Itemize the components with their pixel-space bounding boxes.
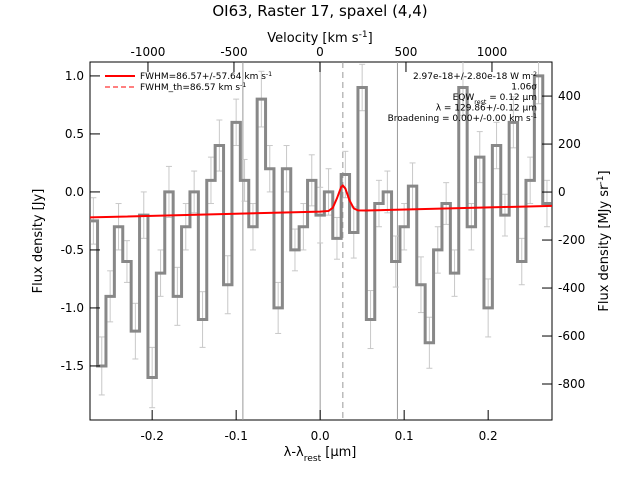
legend-text-part: FWHM=86.57+/-57.64 km s [140,72,266,82]
x2-tick-label: 500 [395,45,418,59]
x-axis-label-part: λ-λ [284,445,304,460]
x-axis-label: λ-λrest [μm] [284,445,357,464]
annotation: λ = 129.86+/-0.12 μm [436,104,537,114]
chart-title: OI63, Raster 17, spaxel (4,4) [212,2,427,20]
y-axis-label-part: Flux density [Jy] [31,189,46,294]
x-tick-label: -0.2 [140,429,163,443]
annotation-part: EQW [453,93,475,103]
annotation-part: 2.97e-18+/-2.80e-18 W m [413,72,531,82]
annotation-part: rest [474,99,487,106]
y-tick-label: -1.5 [61,359,84,373]
annotation-part: λ = 129.86+/-0.12 μm [436,104,537,114]
annotation: 1.06σ [511,83,537,93]
x-tick-label: 0.2 [479,429,498,443]
plot-area [90,62,552,420]
x2-axis-label-part: ] [368,31,373,46]
x2-tick-label: 0 [316,45,324,59]
x2-tick-label: 1000 [477,45,508,59]
y2-tick-label: -600 [558,329,585,343]
x-tick-label: -0.1 [224,429,247,443]
annotation-part: = 0.12 μm [486,93,537,103]
y2-axis-label: Flux density [MJy sr-1] [596,170,612,311]
x2-axis-label: Velocity [km s-1] [267,30,372,46]
plot-frame [89,61,553,421]
y-tick-label: 0.0 [65,185,84,199]
annotation-part: -2 [531,71,537,78]
annotation: Broadening = 0.00+/-0.00 km s-1 [388,113,537,125]
y-tick-label: 1.0 [65,69,84,83]
x2-tick-label: -1000 [131,45,166,59]
annotation: EQWrest = 0.12 μm [453,93,537,106]
y2-tick-label: 0 [558,185,566,199]
x-tick-label: 0.0 [311,429,330,443]
x-axis-label-part: rest [304,454,322,464]
annotation: 2.97e-18+/-2.80e-18 W m-2 [413,71,537,83]
y2-tick-label: -400 [558,281,585,295]
x2-tick-label: -500 [220,45,247,59]
y2-tick-label: -200 [558,233,585,247]
annotation-part: 1.06σ [511,83,537,93]
y2-axis-label-part: Flux density [MJy sr [597,184,612,312]
y2-axis-label-part: ] [597,170,612,175]
y2-tick-label: 200 [558,137,581,151]
y-tick-label: 0.5 [65,127,84,141]
legend-text: FWHM=86.57+/-57.64 km s-1 [140,71,272,83]
fit-line [90,184,552,219]
spectrum [90,74,552,380]
legend-text: FWHM_th=86.57 km s-1 [140,82,246,94]
legend-text-part: FWHM_th=86.57 km s [140,83,240,93]
y2-tick-label: 400 [558,89,581,103]
x-axis-label-part: [μm] [321,445,356,460]
y-tick-label: -1.0 [61,301,84,315]
legend-text-part: -1 [240,82,246,89]
y2-axis-label-part: -1 [596,175,606,184]
y2-tick-label: -800 [558,377,585,391]
x2-axis-label-part: Velocity [km s [267,31,359,46]
annotation-part: Broadening = 0.00+/-0.00 km s [388,114,531,124]
legend-text-part: -1 [266,71,272,78]
x2-axis-label-part: -1 [359,30,368,40]
annotation-part: -1 [531,113,537,120]
y-tick-label: -0.5 [61,243,84,257]
x-tick-label: 0.1 [395,429,414,443]
y-axis-label: Flux density [Jy] [31,189,46,294]
